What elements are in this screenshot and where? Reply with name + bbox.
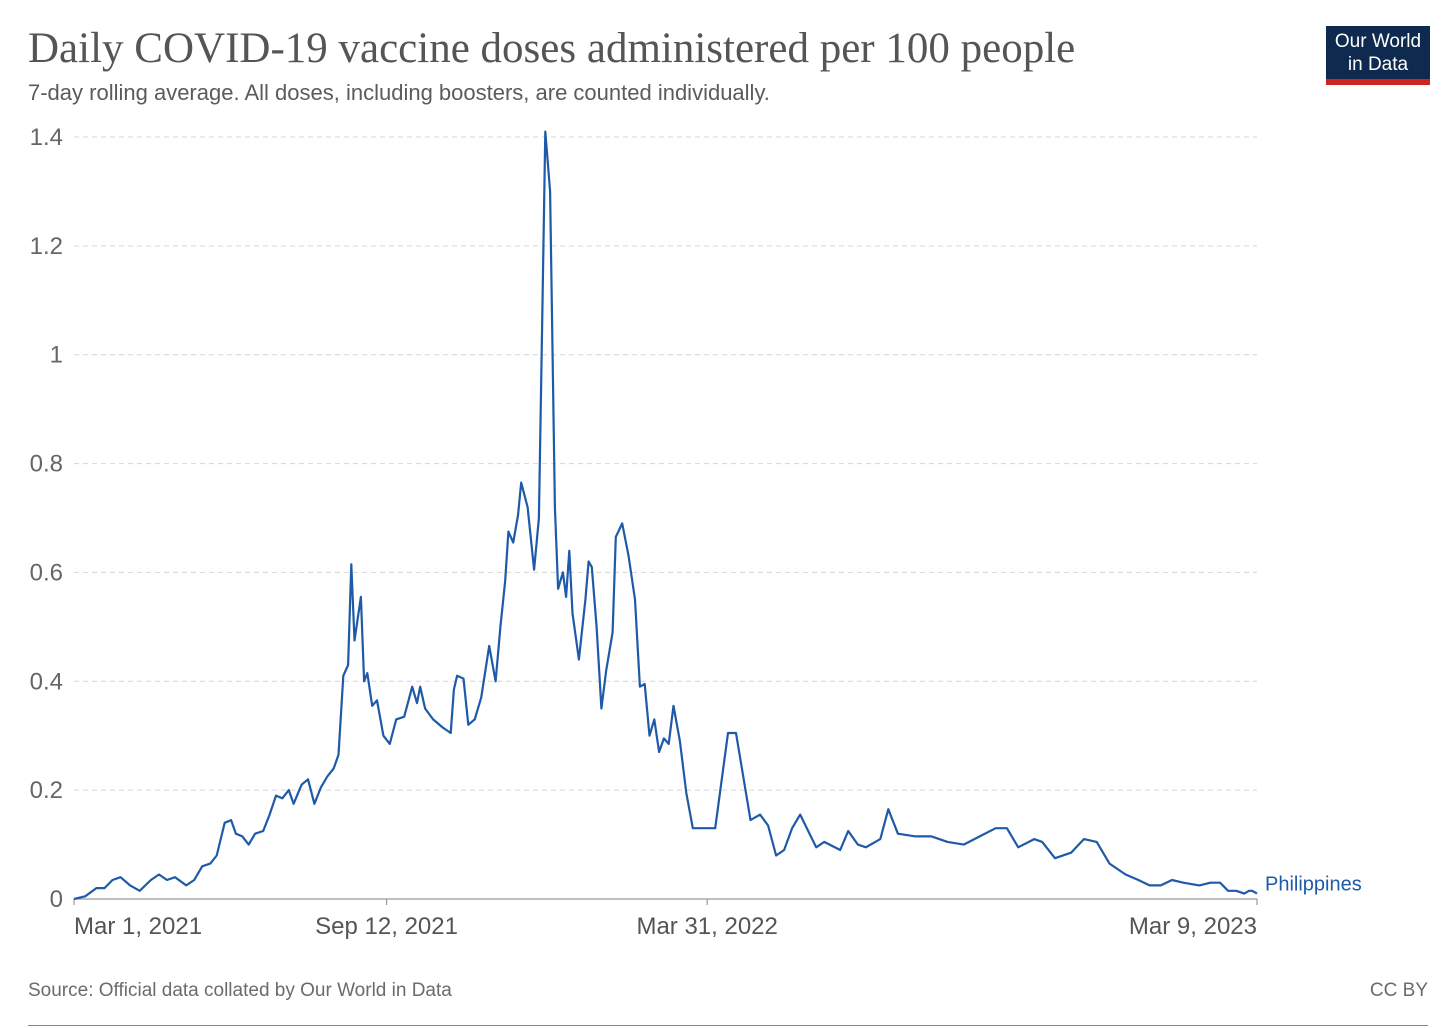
chart-subtitle: 7-day rolling average. All doses, includ… <box>28 80 770 105</box>
x-tick-label: Mar 31, 2022 <box>636 913 777 940</box>
series-line-philippines <box>73 130 1258 901</box>
y-tick-label: 0 <box>50 886 63 913</box>
logo-line-1: Our World <box>1334 31 1422 52</box>
x-tick-label: Mar 1, 2021 <box>74 913 202 940</box>
bottom-divider <box>28 1025 1428 1026</box>
line-chart: 0 0.2 0.4 0.6 0.8 1 1.2 1.4 Mar 1, 2021 Sep 12, 2… <box>30 124 1362 940</box>
y-tick-label: 1.4 <box>30 124 63 151</box>
x-tick-label: Sep 12, 2021 <box>315 913 458 940</box>
y-tick-label: 0.6 <box>30 559 63 586</box>
logo-line-2: in Data <box>1347 54 1409 75</box>
x-tick-label: Mar 9, 2023 <box>1129 913 1257 940</box>
series-label-philippines: Philippines <box>1265 874 1362 896</box>
license-label[interactable]: CC BY <box>1369 980 1428 1001</box>
source-note[interactable]: Source: Official data collated by Our Wo… <box>28 980 452 1001</box>
y-tick-label: 0.8 <box>30 451 63 478</box>
y-tick-label: 1 <box>50 342 63 369</box>
y-tick-label: 0.4 <box>30 668 63 695</box>
owid-logo[interactable]: Our World in Data <box>1326 26 1430 85</box>
y-tick-label: 0.2 <box>30 777 63 804</box>
chart-title: Daily COVID-19 vaccine doses administere… <box>28 25 1076 72</box>
y-tick-label: 1.2 <box>30 233 63 260</box>
